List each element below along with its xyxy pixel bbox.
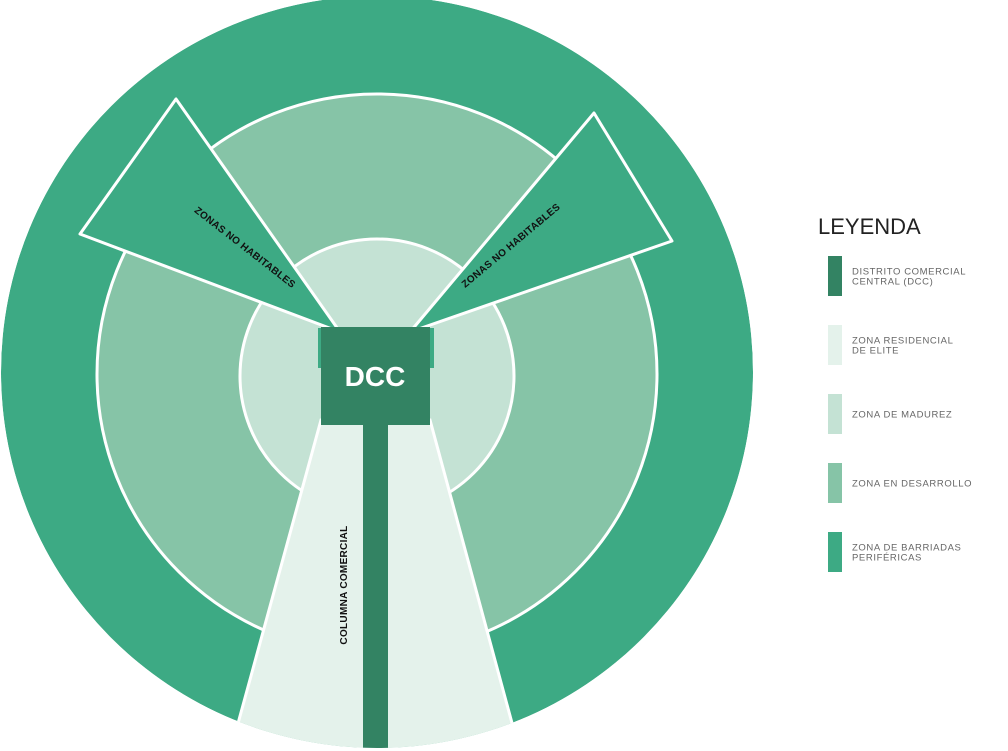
- uninhabitable-wedge: [408, 111, 674, 334]
- legend-label: DISTRITO COMERCIAL: [852, 267, 966, 278]
- legend-title: LEYENDA: [818, 214, 921, 239]
- legend-label: ZONA DE MADUREZ: [852, 410, 952, 421]
- legend-swatch: [828, 394, 842, 434]
- legend-label: ZONA EN DESARROLLO: [852, 479, 972, 490]
- commercial-column: [363, 420, 388, 748]
- zone-label: COLUMNA COMERCIAL: [339, 525, 350, 644]
- legend-label: ZONA RESIDENCIAL: [852, 336, 953, 347]
- uninhabitable-wedge: [78, 97, 342, 334]
- legend-swatch: [828, 256, 842, 296]
- legend-label: DE ELITE: [852, 346, 899, 357]
- legend-label: CENTRAL (DCC): [852, 277, 933, 288]
- legend-swatch: [828, 463, 842, 503]
- legend-swatch: [828, 325, 842, 365]
- dcc-block: [321, 327, 430, 425]
- city-model: [1, 0, 753, 748]
- dcc-label: DCC: [345, 361, 406, 392]
- legend-label: ZONA DE BARRIADAS: [852, 543, 961, 554]
- legend-swatch: [828, 532, 842, 572]
- legend-label: PERIFÉRICAS: [852, 553, 922, 564]
